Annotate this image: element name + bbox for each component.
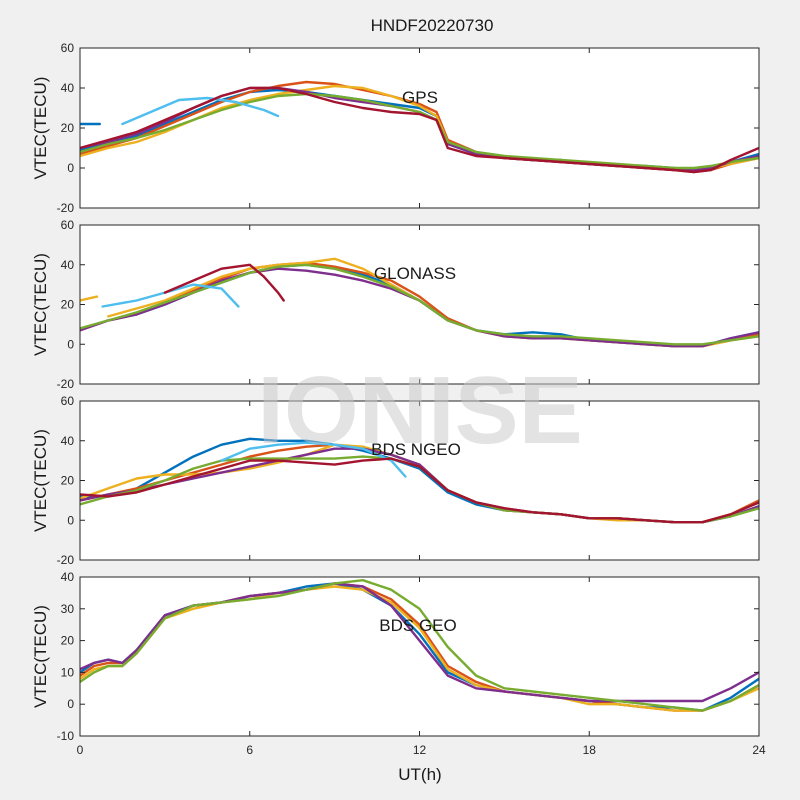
y-tick-label: 20	[61, 474, 75, 488]
y-tick-label: 0	[67, 513, 74, 527]
y-tick-label: 40	[61, 258, 75, 272]
y-axis-label: VTEC(TECU)	[31, 77, 50, 180]
series-group	[80, 257, 759, 348]
panel-label: GPS	[402, 88, 438, 107]
y-tick-label: 40	[61, 570, 75, 584]
y-axis-label: VTEC(TECU)	[31, 253, 50, 356]
y-tick-label: -20	[57, 377, 75, 391]
series-line-8	[80, 86, 759, 174]
y-axis-label: VTEC(TECU)	[31, 605, 50, 708]
y-tick-label: 40	[61, 434, 75, 448]
x-tick-label: 0	[77, 743, 84, 757]
series-line-7	[121, 96, 280, 126]
figure-title: HNDF20220730	[371, 16, 494, 35]
axes-background	[80, 577, 759, 736]
y-tick-label: 30	[61, 602, 75, 616]
panel-label: BDS GEO	[379, 616, 456, 635]
axes-background	[80, 48, 759, 208]
x-axis-label: UT(h)	[398, 765, 441, 784]
y-tick-label: 40	[61, 81, 75, 95]
x-tick-label: 18	[583, 743, 597, 757]
series-line-1	[80, 295, 99, 302]
y-axis-label: VTEC(TECU)	[31, 429, 50, 532]
y-tick-label: -10	[57, 729, 75, 743]
y-tick-label: 20	[61, 121, 75, 135]
y-tick-label: 0	[67, 697, 74, 711]
series-group	[80, 80, 759, 174]
series-group	[80, 437, 759, 524]
y-tick-label: 0	[67, 337, 74, 351]
y-tick-label: 60	[61, 218, 75, 232]
series-line-8	[163, 263, 285, 302]
subplot-1: -20 0 20 40 60 VTEC(TECU) GPS	[31, 41, 760, 215]
y-tick-label: 20	[61, 298, 75, 312]
panel-label: GLONASS	[374, 264, 456, 283]
y-tick-label: 0	[67, 161, 74, 175]
x-tick-label: 12	[413, 743, 427, 757]
y-tick-label: 60	[61, 41, 75, 55]
series-line-7	[101, 283, 240, 308]
series-group	[80, 579, 759, 712]
axes-background	[80, 225, 759, 384]
subplot-3: -20 0 20 40 60 VTEC(TECU) BDS NGEO	[31, 394, 760, 567]
x-tick-label: 24	[752, 743, 766, 757]
axes-background	[80, 401, 759, 560]
x-tick-label: 6	[246, 743, 253, 757]
watermark: IONISE	[257, 357, 582, 464]
series-line-6	[80, 263, 759, 346]
y-tick-label: 60	[61, 394, 75, 408]
y-tick-label: -20	[57, 201, 75, 215]
series-line-7	[80, 457, 759, 524]
y-tick-label: -20	[57, 553, 75, 567]
panel-label: BDS NGEO	[371, 440, 461, 459]
series-line-5	[80, 579, 759, 712]
y-tick-label: 10	[61, 665, 75, 679]
series-line-4	[80, 582, 759, 703]
subplot-2: -20 0 20 40 60 VTEC(TECU) GLONASS	[31, 218, 760, 391]
y-tick-label: 20	[61, 634, 75, 648]
